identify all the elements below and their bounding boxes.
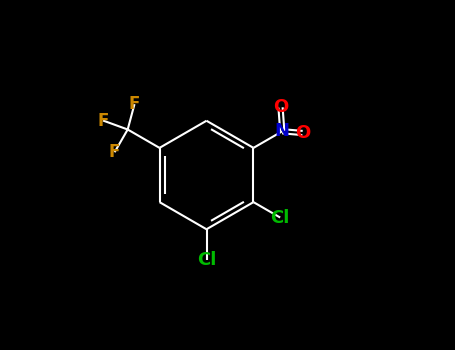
Text: N: N (275, 122, 290, 140)
Text: Cl: Cl (270, 209, 290, 226)
Text: O: O (273, 98, 288, 117)
Text: Cl: Cl (197, 251, 216, 269)
Text: O: O (295, 124, 310, 142)
Text: F: F (129, 95, 140, 113)
Text: F: F (109, 143, 120, 161)
Text: F: F (97, 112, 109, 130)
